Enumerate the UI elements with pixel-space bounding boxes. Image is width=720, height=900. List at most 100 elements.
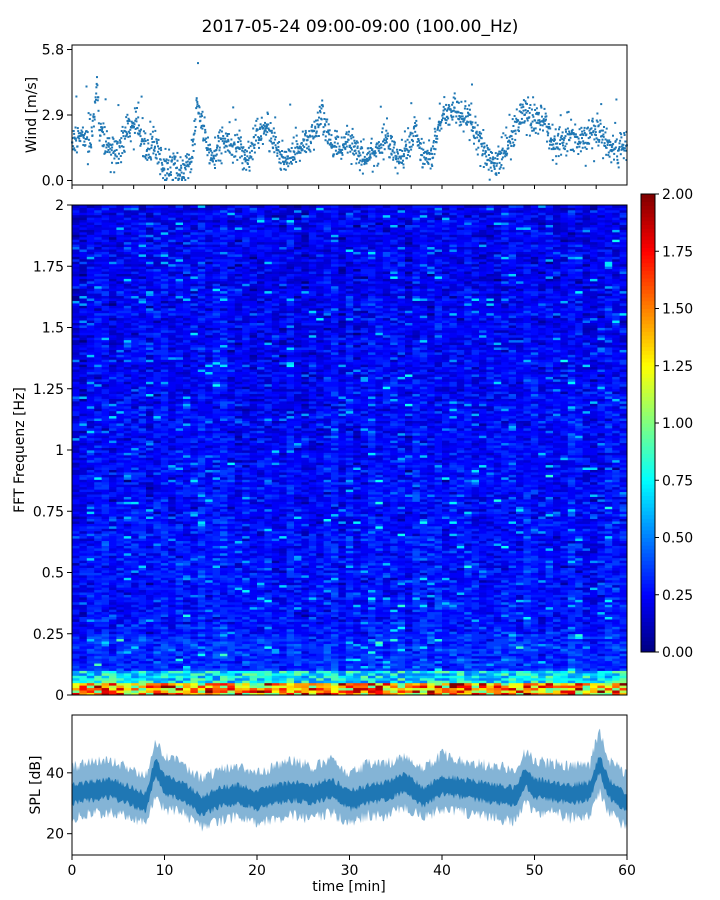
spectrogram-cell: [264, 628, 280, 632]
spectrogram-cell: [160, 670, 169, 674]
wind-point: [86, 163, 89, 166]
wind-point: [449, 108, 452, 111]
wind-point: [172, 152, 175, 155]
spectrogram-cell: [449, 619, 458, 622]
wind-point: [487, 168, 490, 171]
spectrogram-cell: [323, 682, 332, 686]
spectrogram-cell: [79, 606, 88, 610]
spectrogram-cell: [471, 582, 480, 586]
spectrogram-cell: [308, 628, 324, 632]
spectrogram-cell: [79, 623, 88, 627]
wind-point: [405, 143, 408, 146]
spectrogram-cell: [72, 594, 80, 598]
wind-point: [273, 141, 275, 144]
spectrogram-cell: [316, 611, 324, 615]
spectrogram-cell: [205, 621, 213, 625]
wind-point: [585, 148, 588, 150]
spectrogram-cell: [286, 582, 295, 586]
wind-point: [154, 129, 157, 132]
wind-point: [106, 151, 109, 153]
spectrogram-cell: [175, 582, 184, 586]
spectrogram-cell: [397, 655, 406, 659]
spectrogram-cell: [190, 677, 206, 681]
wind-point: [91, 119, 94, 122]
wind-point: [441, 119, 443, 122]
spectrogram-cell: [560, 626, 569, 630]
wind-point: [502, 167, 505, 170]
spectrogram-cell: [316, 604, 324, 608]
spectrogram-cell: [109, 692, 117, 696]
spectrogram-cell: [146, 609, 154, 613]
wind-point: [556, 146, 559, 149]
spectrogram-cell: [153, 690, 162, 693]
wind-point: [90, 143, 92, 146]
spectrogram-cell: [160, 638, 176, 642]
spectrogram-cell: [442, 604, 450, 608]
spectrogram-cell: [123, 641, 139, 644]
spectrogram-cell: [279, 582, 287, 586]
wind-point: [228, 121, 231, 124]
spectrogram-cell: [360, 643, 369, 647]
spectrogram-cell: [405, 663, 413, 666]
wind-point: [113, 157, 116, 160]
spectrogram-cell: [323, 584, 332, 588]
wind-point: [441, 114, 444, 117]
wind-point: [392, 158, 395, 161]
wind-point: [299, 151, 302, 154]
spectrogram-cell: [94, 601, 102, 605]
wind-point: [401, 162, 403, 164]
spectrogram-cell: [183, 660, 191, 664]
wind-point: [292, 136, 295, 139]
spectrogram-cell: [575, 633, 583, 637]
wind-point: [345, 145, 348, 148]
spectrogram-cell: [612, 646, 620, 649]
wind-point: [94, 96, 97, 99]
spectrogram-cell: [72, 682, 80, 686]
spectrogram-cell: [109, 597, 117, 600]
wind-point: [610, 146, 613, 149]
wind-point: [596, 112, 599, 115]
spectrogram-cell: [560, 646, 569, 649]
spectrogram-cell: [486, 660, 495, 664]
spectrogram-cell: [538, 611, 554, 615]
spectrogram-cell: [316, 672, 324, 676]
spectrogram-cell: [619, 626, 628, 630]
wind-point: [595, 119, 598, 122]
spectrogram-cell: [271, 680, 280, 684]
wind-point: [538, 119, 541, 122]
spectrogram-cell: [567, 692, 576, 696]
spectrogram-cell: [264, 675, 273, 679]
wind-point: [315, 135, 318, 138]
wind-point: [162, 158, 165, 161]
spectrogram-cell: [116, 597, 132, 600]
spectrogram-cell: [153, 599, 162, 603]
spectrogram-cell: [123, 621, 132, 625]
wind-point: [423, 163, 426, 165]
spectrogram-cell: [168, 680, 176, 684]
spectrogram-cell: [427, 675, 435, 679]
spectrogram-cell: [175, 665, 184, 669]
spectrogram-cell: [353, 631, 361, 635]
wind-point: [578, 140, 581, 143]
spectrogram-cell: [116, 609, 125, 613]
spectrogram-cell: [338, 668, 347, 671]
spectrogram-cell: [138, 619, 147, 622]
spectrogram-cell: [553, 599, 561, 603]
spectrogram-cell: [131, 650, 139, 654]
spectrogram-cell: [168, 594, 176, 598]
spectrogram-cell: [471, 690, 480, 693]
spectrogram-cell: [419, 633, 428, 637]
spectrogram-cell: [382, 594, 391, 598]
spectrogram-cell: [427, 599, 435, 603]
spectrogram-cell: [197, 594, 206, 598]
wind-point: [454, 97, 457, 100]
spectrogram-cell: [301, 623, 310, 627]
spectrogram-cell: [442, 584, 450, 588]
spectrogram-cell: [153, 680, 162, 684]
spectrogram-cell: [109, 663, 117, 666]
spectrogram-cell: [72, 621, 80, 625]
wind-point: [510, 145, 513, 147]
spectrogram-cell: [582, 643, 591, 647]
wind-point: [363, 159, 366, 162]
spectrogram-cell: [508, 604, 517, 608]
